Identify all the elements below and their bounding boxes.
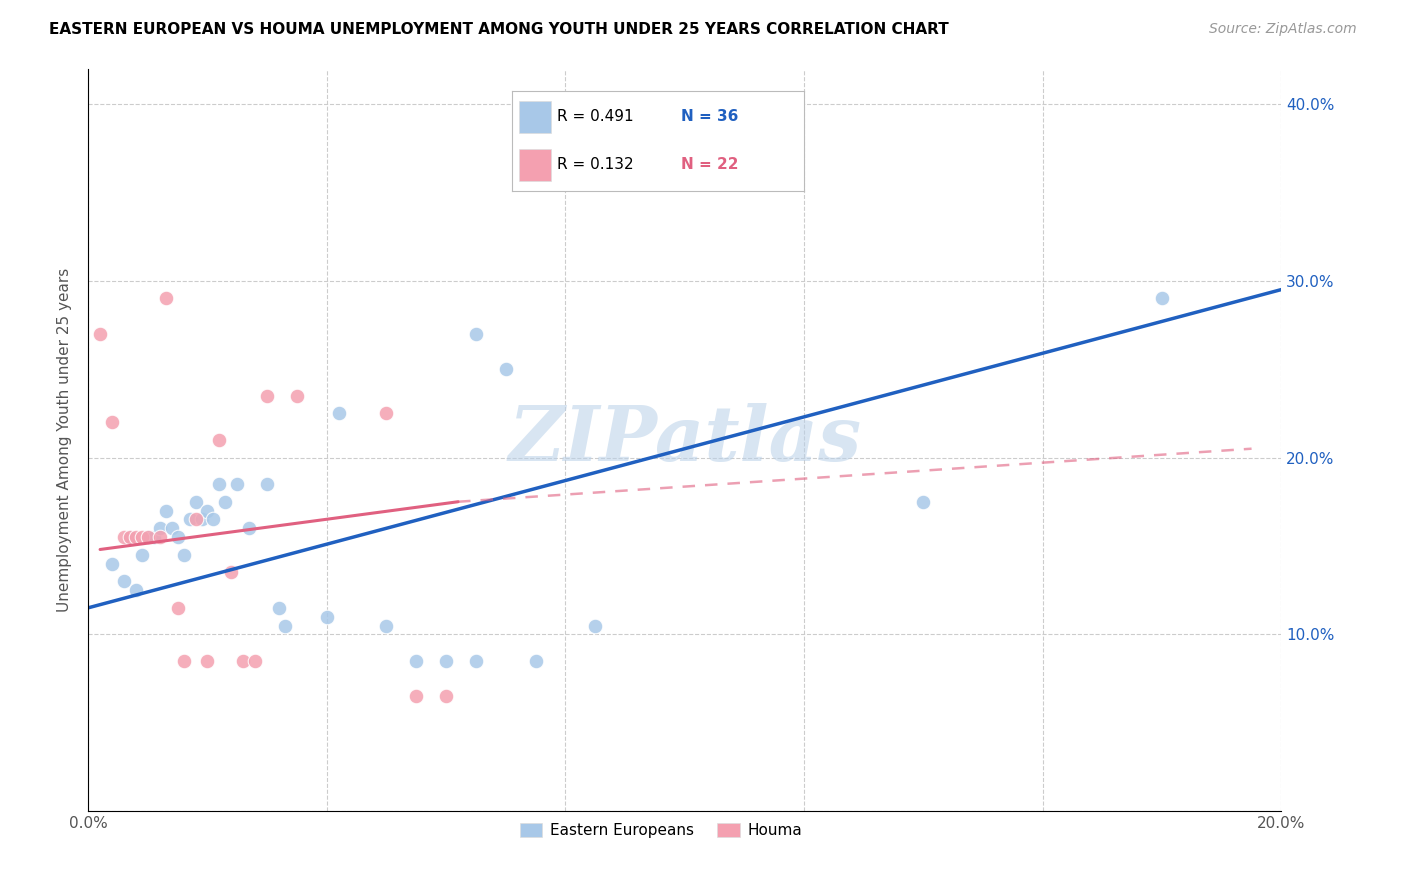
Point [101,415,124,429]
Point [465,326,488,341]
Point [405,690,427,704]
Point [149,530,172,544]
Point [173,548,195,562]
Point [267,600,290,615]
Point [131,530,153,544]
Point [405,654,427,668]
Point [375,406,398,420]
Point [232,654,254,668]
Point [89,326,111,341]
Point [125,530,148,544]
Point [131,548,153,562]
Text: Source: ZipAtlas.com: Source: ZipAtlas.com [1209,22,1357,37]
Point [202,512,225,526]
Point [155,503,177,517]
Point [166,600,188,615]
Point [226,477,249,491]
Point [184,494,207,508]
Point [197,654,219,668]
Point [208,433,231,447]
Point [285,389,308,403]
Legend: Eastern Europeans, Houma: Eastern Europeans, Houma [513,817,808,845]
Point [614,141,637,155]
Point [245,654,267,668]
Point [136,530,159,544]
Point [208,477,231,491]
Point [434,690,457,704]
Point [118,530,141,544]
Point [149,521,172,535]
Point [101,557,124,571]
Point [1152,292,1174,306]
Point [315,609,337,624]
Point [221,566,243,580]
Point [256,477,278,491]
Point [434,654,457,668]
Point [328,406,350,420]
Point [173,654,195,668]
Text: EASTERN EUROPEAN VS HOUMA UNEMPLOYMENT AMONG YOUTH UNDER 25 YEARS CORRELATION CH: EASTERN EUROPEAN VS HOUMA UNEMPLOYMENT A… [49,22,949,37]
Point [125,583,148,598]
Point [112,530,135,544]
Point [160,521,183,535]
Point [155,292,177,306]
Point [274,618,297,632]
Point [238,521,260,535]
Point [142,530,165,544]
Point [375,618,398,632]
Point [136,530,159,544]
Point [524,654,547,668]
Point [184,512,207,526]
Point [912,494,935,508]
Text: ZIPatlas: ZIPatlas [508,403,862,477]
Point [179,512,201,526]
Y-axis label: Unemployment Among Youth under 25 years: Unemployment Among Youth under 25 years [58,268,72,612]
Point [197,503,219,517]
Point [583,618,606,632]
Point [112,574,135,589]
Point [644,177,666,191]
Point [495,362,517,376]
Point [214,494,236,508]
Point [190,512,212,526]
Point [166,530,188,544]
Point [256,389,278,403]
Point [118,530,141,544]
Point [465,654,488,668]
